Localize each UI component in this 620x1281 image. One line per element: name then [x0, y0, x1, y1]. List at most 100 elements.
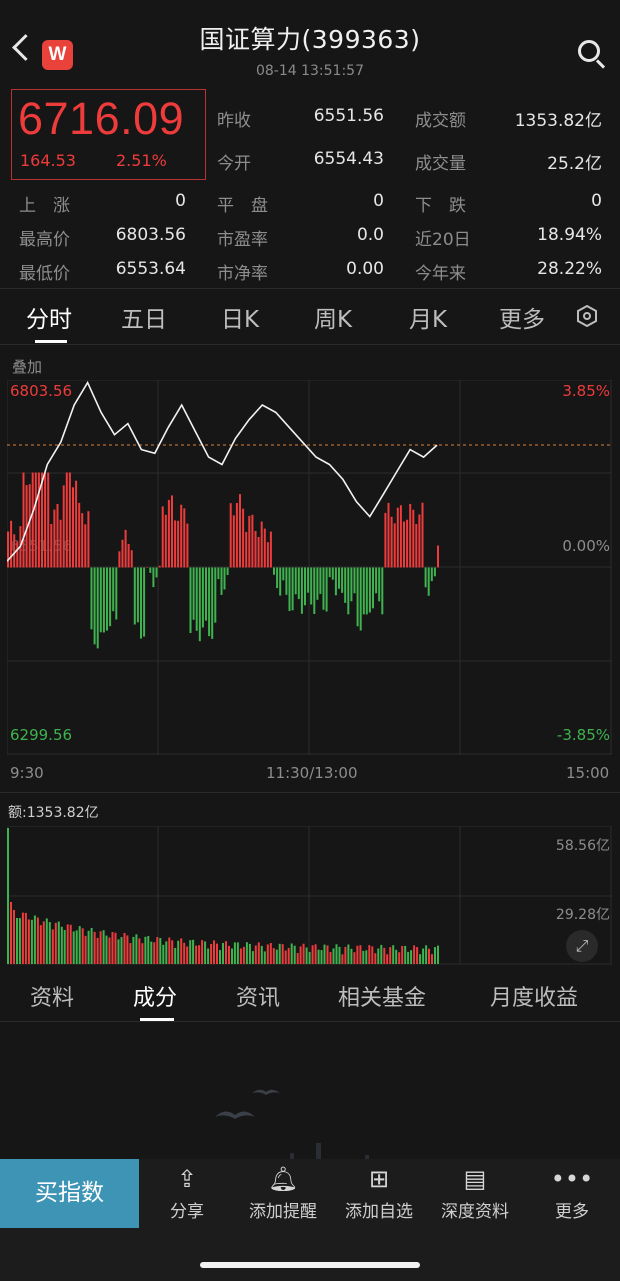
- momentum-bar: [328, 567, 331, 578]
- search-icon[interactable]: [578, 40, 600, 62]
- tab-intraday[interactable]: 分时: [26, 307, 72, 333]
- stat-value: 0.00: [346, 259, 384, 279]
- add-watchlist-button[interactable]: ⊞ 添加自选: [334, 1163, 424, 1222]
- volume-bar: [201, 940, 204, 964]
- momentum-bar: [192, 567, 195, 620]
- momentum-bar: [96, 567, 99, 649]
- momentum-bar: [124, 529, 127, 568]
- settings-icon[interactable]: [576, 304, 598, 328]
- volume-bar: [123, 933, 126, 964]
- volume-bar: [341, 954, 344, 964]
- momentum-bar: [341, 567, 344, 593]
- volume-bar: [222, 943, 224, 964]
- volume-bar: [377, 948, 380, 964]
- stat-label: 近20日: [415, 230, 471, 250]
- volume-bar: [7, 828, 9, 964]
- tab-indicator: [35, 340, 67, 343]
- buy-index-button[interactable]: 买指数: [0, 1159, 139, 1228]
- momentum-bar: [322, 567, 325, 610]
- volume-bar: [272, 948, 275, 964]
- momentum-bar: [430, 567, 433, 582]
- volume-bar: [117, 939, 120, 964]
- volume-bar: [129, 943, 132, 964]
- volume-bar: [410, 950, 413, 964]
- more-button[interactable]: ••• 更多: [527, 1163, 617, 1222]
- momentum-bar: [282, 567, 285, 581]
- pct-axis-low: -3.85%: [556, 726, 610, 744]
- momentum-bar: [362, 567, 365, 615]
- subtab-related-funds[interactable]: 相关基金: [338, 986, 427, 1011]
- volume-bar: [132, 936, 135, 964]
- tab-monthly-k[interactable]: 月K: [409, 307, 448, 333]
- momentum-bar: [53, 509, 56, 568]
- app-logo[interactable]: W: [42, 40, 73, 70]
- momentum-bar: [93, 567, 96, 645]
- momentum-bar: [180, 504, 183, 568]
- intraday-chart[interactable]: [7, 380, 612, 755]
- volume-bar: [165, 941, 168, 964]
- momentum-bar: [409, 503, 412, 568]
- momentum-bar: [22, 472, 25, 568]
- add-alert-label: 添加提醒: [249, 1202, 317, 1222]
- pct-axis-high: 3.85%: [562, 382, 610, 400]
- subtab-monthly-returns[interactable]: 月度收益: [490, 986, 579, 1011]
- momentum-bar: [109, 567, 112, 627]
- volume-bar: [231, 948, 233, 964]
- subtab-profile[interactable]: 资料: [30, 986, 75, 1011]
- momentum-bar: [99, 567, 102, 633]
- overlay-button[interactable]: 叠加: [12, 358, 43, 376]
- stat-label: 昨收: [217, 111, 251, 131]
- y-axis-low: 6299.56: [10, 726, 73, 744]
- momentum-bar: [152, 567, 155, 588]
- price-box: [11, 89, 206, 180]
- stat-label: 市盈率: [217, 230, 268, 250]
- momentum-bar: [334, 567, 337, 596]
- volume-bar: [332, 948, 335, 964]
- momentum-bar: [273, 567, 275, 575]
- volume-bar: [183, 942, 186, 964]
- momentum-bar: [78, 502, 81, 568]
- volume-bar: [254, 945, 257, 964]
- momentum-bar: [37, 472, 40, 568]
- expand-icon[interactable]: ⤢: [566, 930, 598, 962]
- subtab-constituents[interactable]: 成分: [133, 986, 178, 1011]
- volume-bar: [326, 945, 329, 964]
- momentum-bar: [201, 567, 204, 628]
- volume-bar: [108, 937, 111, 964]
- momentum-bar: [174, 520, 177, 568]
- volume-bar: [422, 948, 425, 964]
- deep-data-button[interactable]: ▤ 深度资料: [430, 1163, 520, 1222]
- momentum-bar: [217, 567, 220, 580]
- volume-bar: [153, 942, 156, 964]
- tab-daily-k[interactable]: 日K: [221, 307, 260, 333]
- volume-bar: [48, 922, 51, 964]
- time-end: 15:00: [566, 764, 610, 782]
- tab-more[interactable]: 更多: [499, 307, 545, 333]
- add-alert-button[interactable]: 🔔︎ 添加提醒: [238, 1163, 328, 1222]
- momentum-bar: [72, 487, 74, 568]
- volume-bar: [257, 942, 260, 964]
- tab-weekly-k[interactable]: 周K: [314, 307, 353, 333]
- momentum-bar: [112, 567, 115, 612]
- volume-bar: [290, 943, 293, 964]
- momentum-bar: [47, 472, 50, 568]
- momentum-bar: [214, 567, 217, 623]
- momentum-bar: [254, 531, 257, 568]
- volume-bar: [434, 947, 436, 964]
- volume-bar: [144, 936, 147, 964]
- volume-bar: [150, 941, 153, 964]
- volume-bar: [398, 952, 401, 964]
- stat-value: 1353.82亿: [514, 111, 602, 131]
- volume-bar: [45, 918, 48, 964]
- volume-bar: [248, 943, 251, 964]
- subtab-news[interactable]: 资讯: [236, 986, 281, 1011]
- add-watchlist-label: 添加自选: [345, 1202, 413, 1222]
- volume-bar: [51, 929, 54, 964]
- tab-five-day[interactable]: 五日: [121, 307, 167, 333]
- momentum-bar: [421, 502, 424, 568]
- share-button[interactable]: ⇪ 分享: [142, 1163, 232, 1222]
- stat-label: 最高价: [19, 230, 70, 250]
- momentum-bar: [350, 567, 353, 602]
- stat-value: 0.0: [356, 225, 384, 245]
- volume-bar: [329, 952, 332, 964]
